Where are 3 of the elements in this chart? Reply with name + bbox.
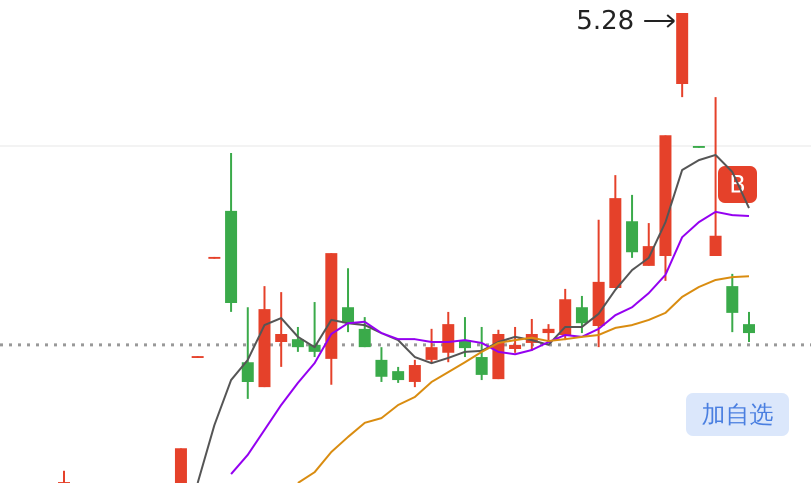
candlestick — [58, 470, 70, 483]
annotation: 加自选 — [702, 400, 774, 428]
annotation: 5.28 — [576, 6, 634, 36]
